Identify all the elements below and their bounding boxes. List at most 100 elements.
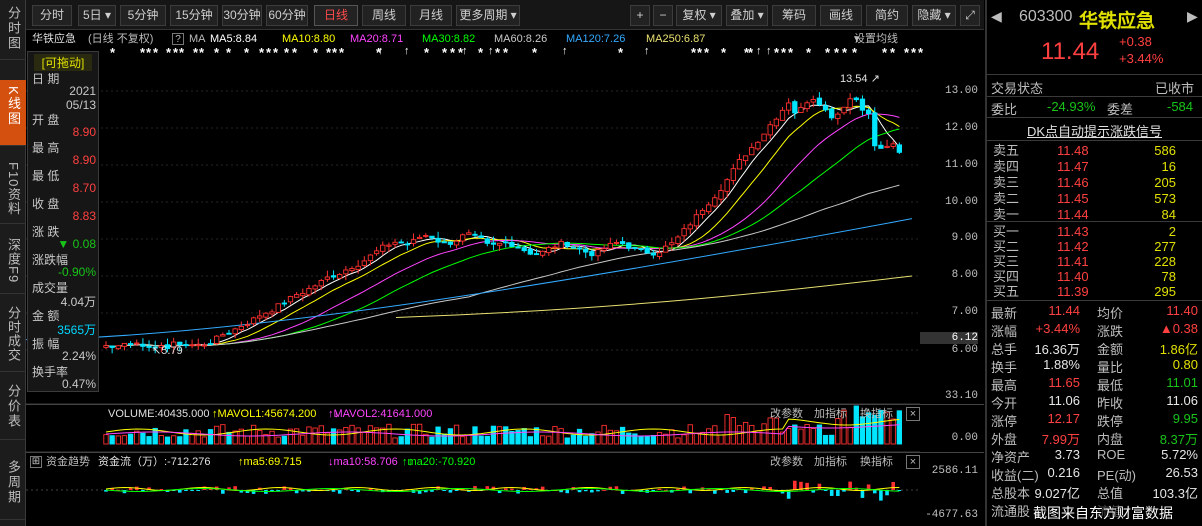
- candle-body: [263, 312, 269, 318]
- moneyflow-bar: [270, 490, 274, 491]
- wb-value: -24.93%: [1047, 99, 1096, 114]
- vol-close-icon[interactable]: ×: [906, 407, 920, 421]
- buy-level-row[interactable]: 买五 11.39 295: [987, 284, 1202, 299]
- stat-value: 11.40: [1166, 303, 1198, 318]
- volume-bar: [699, 431, 706, 445]
- buy-level-row[interactable]: 买四 11.40 78: [987, 269, 1202, 284]
- nav-f10[interactable]: F10资料: [0, 156, 26, 224]
- moneyflow-bar: [436, 486, 440, 490]
- moneyflow-bar: [356, 490, 360, 493]
- candle-body: [103, 345, 109, 348]
- candle-body: [509, 241, 515, 247]
- volume-bar: [632, 433, 638, 445]
- period-more[interactable]: 更多周期 ▾: [456, 5, 520, 26]
- signal-star-icon: *: [179, 45, 185, 60]
- ma-lines: [26, 104, 913, 348]
- moneyflow-bar: [307, 490, 311, 492]
- buy-level-row[interactable]: 买一 11.43 2: [987, 224, 1202, 239]
- simple-button[interactable]: 简约: [866, 5, 908, 26]
- candle-body: [515, 246, 521, 249]
- mavol1-line: [105, 418, 900, 436]
- stock-name: 华铁应急: [1079, 11, 1156, 32]
- volume-bar: [300, 434, 306, 445]
- mf-add-indicator-button[interactable]: 加指标: [814, 456, 847, 468]
- period-monthly[interactable]: 月线: [410, 5, 452, 26]
- stat-label: 净资产: [991, 450, 1031, 465]
- sell-level-row[interactable]: 卖四 11.47 16: [987, 159, 1202, 174]
- next-stock-icon[interactable]: ▶: [1187, 8, 1198, 24]
- signal-star-icon: *: [532, 45, 538, 60]
- nav-depth[interactable]: 深度F9: [0, 232, 26, 294]
- candle-body: [619, 241, 626, 244]
- stat-value: 1.88%: [1043, 357, 1080, 372]
- candle-body: [300, 292, 306, 297]
- overlay-button[interactable]: 叠加 ▾: [726, 5, 768, 26]
- order-price: 11.44: [1057, 207, 1089, 222]
- volume-bar: [552, 426, 558, 445]
- candle-body: [447, 241, 454, 245]
- candle-info-box[interactable]: [可拖动] 日 期 2021 05/13 开 盘 8.90 最 高 8.90 最…: [27, 51, 99, 392]
- volume-bar: [644, 435, 650, 445]
- period-5min[interactable]: 5分钟: [120, 5, 166, 26]
- divider: [987, 96, 1202, 97]
- signal-link[interactable]: DK点自动提示涨跌信号: [1027, 124, 1163, 139]
- candle-body: [736, 159, 743, 170]
- vol-add-indicator-button[interactable]: 加指标: [814, 408, 847, 420]
- adjust-button[interactable]: 复权 ▾: [676, 5, 722, 26]
- order-level-label: 卖三: [993, 175, 1020, 190]
- buy-level-row[interactable]: 买三 11.41 228: [987, 254, 1202, 269]
- volume-bar: [847, 426, 853, 445]
- expand-icon[interactable]: ⊞: [30, 456, 42, 468]
- mf-switch-indicator-button[interactable]: 换指标: [860, 456, 893, 468]
- period-15min[interactable]: 15分钟: [170, 5, 218, 26]
- sell-level-row[interactable]: 卖三 11.46 205: [987, 175, 1202, 190]
- candle-body: [269, 311, 275, 315]
- buy-level-row[interactable]: 买二 11.42 277: [987, 239, 1202, 254]
- period-daily[interactable]: 日线: [314, 5, 358, 26]
- vol-switch-indicator-button[interactable]: 换指标: [860, 408, 893, 420]
- nav-tick[interactable]: 分时成交: [0, 300, 26, 372]
- ma-settings-button[interactable]: 设置均线 ▾: [854, 33, 898, 45]
- chips-button[interactable]: 筹码: [772, 5, 816, 26]
- period-weekly[interactable]: 周线: [362, 5, 406, 26]
- sell-level-row[interactable]: 卖五 11.48 586: [987, 143, 1202, 158]
- fullscreen-icon[interactable]: ⤢: [960, 5, 980, 26]
- draw-line-button[interactable]: 画线: [820, 5, 862, 26]
- zoom-in-button[interactable]: +: [630, 5, 650, 26]
- vol-edit-params-button[interactable]: 改参数: [770, 408, 803, 420]
- sell-level-row[interactable]: 卖二 11.45 573: [987, 191, 1202, 206]
- signal-star-icon: *: [704, 45, 710, 60]
- help-icon[interactable]: ?: [172, 33, 184, 45]
- low-label: 最 低: [32, 169, 60, 183]
- moneyflow-tab[interactable]: 资金趋势: [46, 456, 90, 468]
- drag-tag[interactable]: [可拖动]: [34, 54, 92, 71]
- zoom-out-button[interactable]: −: [653, 5, 673, 26]
- nav-price-dist[interactable]: 分价表: [0, 378, 26, 440]
- hide-button[interactable]: 隐藏 ▾: [912, 5, 956, 26]
- kline-chart[interactable]: [26, 60, 920, 526]
- moneyflow-bar: [454, 490, 459, 491]
- signal-star-icon: *: [721, 45, 727, 60]
- moneyflow-bar: [565, 490, 570, 494]
- moneyflow-bar: [559, 490, 563, 493]
- volume-bar: [890, 418, 896, 445]
- volume-bar: [878, 409, 884, 445]
- close-value: 8.83: [72, 209, 96, 223]
- nav-kline[interactable]: K线图: [0, 80, 26, 146]
- period-30min[interactable]: 30分钟: [222, 5, 262, 26]
- sell-level-row[interactable]: 卖一 11.44 84: [987, 207, 1202, 222]
- moneyflow-bar: [713, 490, 717, 494]
- stat-label: 内盘: [1097, 432, 1124, 447]
- nav-multi-period[interactable]: 多周期: [0, 454, 26, 520]
- mf-close-icon[interactable]: ×: [906, 455, 920, 469]
- nav-timeshare[interactable]: 分时图: [0, 0, 26, 60]
- period-60min[interactable]: 60分钟: [266, 5, 308, 26]
- candle-body: [527, 248, 533, 255]
- prev-stock-icon[interactable]: ◀: [991, 8, 1002, 24]
- period-5day[interactable]: 5日 ▾: [78, 5, 116, 26]
- candles: [103, 92, 903, 354]
- period-timeshare[interactable]: 分时: [32, 5, 72, 26]
- price-tick: 6.00: [951, 344, 978, 356]
- mf-edit-params-button[interactable]: 改参数: [770, 456, 803, 468]
- stat-label: 量比: [1097, 360, 1124, 375]
